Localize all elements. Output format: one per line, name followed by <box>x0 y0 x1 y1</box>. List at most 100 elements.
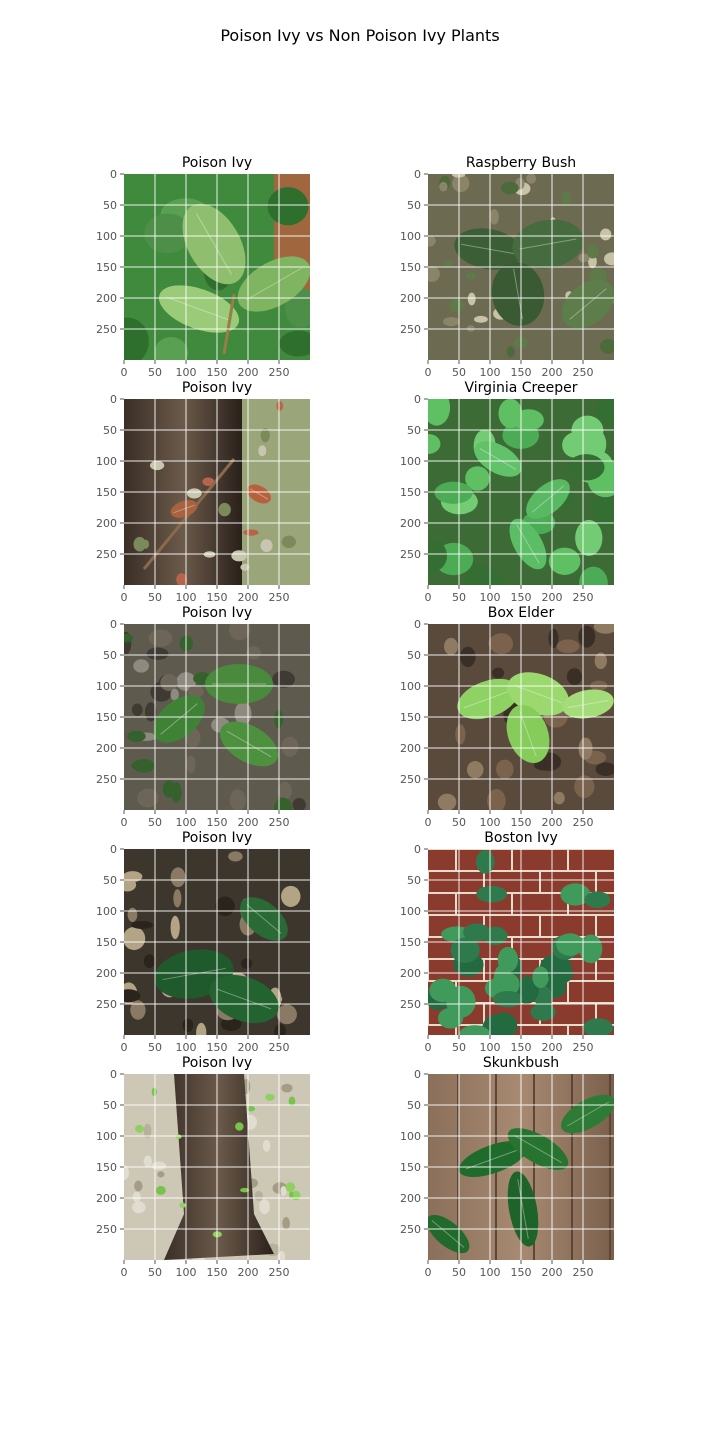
y-tick-label: 150 <box>400 261 421 274</box>
x-tick-label: 50 <box>452 1041 466 1054</box>
y-tick-label: 250 <box>96 548 117 561</box>
x-tick-label: 50 <box>148 816 162 829</box>
y-tick-label: 0 <box>414 1068 421 1081</box>
x-tick-label: 50 <box>148 1041 162 1054</box>
y-tick-label: 100 <box>96 905 117 918</box>
y-tick-label: 0 <box>414 393 421 406</box>
image-panel: Poison Ivy 0 50 100 150 200 250 0 50 100 150 200 250 <box>96 830 310 1054</box>
figure-title: Poison Ivy vs Non Poison Ivy Plants <box>220 26 499 45</box>
y-tick-label: 150 <box>400 711 421 724</box>
x-tick-label: 200 <box>238 1266 259 1279</box>
x-tick-label: 100 <box>176 591 197 604</box>
y-tick-label: 50 <box>407 874 421 887</box>
panel-title: Box Elder <box>488 605 555 621</box>
y-tick-label: 100 <box>96 455 117 468</box>
grid <box>124 624 310 810</box>
image-panel: Virginia Creeper 0 50 100 150 200 250 0 50 100 150… <box>400 380 614 604</box>
panel-grid: Poison Ivy 0 50 100 150 200 250 0 50 100 150 200 250… <box>96 155 614 1279</box>
grid <box>124 849 310 1035</box>
x-tick-label: 200 <box>238 591 259 604</box>
plant-photo <box>124 849 310 1035</box>
y-tick-label: 200 <box>400 292 421 305</box>
x-tick-label: 100 <box>176 366 197 379</box>
y-tick-label: 150 <box>96 711 117 724</box>
y-tick-label: 200 <box>400 1192 421 1205</box>
panel-title: Poison Ivy <box>182 155 252 171</box>
x-tick-label: 150 <box>511 366 532 379</box>
x-tick-label: 250 <box>269 816 290 829</box>
x-tick-label: 0 <box>425 1266 432 1279</box>
y-tick-label: 50 <box>103 424 117 437</box>
y-tick-label: 50 <box>103 874 117 887</box>
y-tick-label: 250 <box>96 323 117 336</box>
y-tick-label: 50 <box>103 199 117 212</box>
y-tick-label: 50 <box>103 1099 117 1112</box>
y-tick-label: 0 <box>110 168 117 181</box>
y-tick-label: 150 <box>96 936 117 949</box>
x-tick-label: 100 <box>176 1041 197 1054</box>
y-tick-label: 0 <box>110 393 117 406</box>
y-tick-label: 200 <box>400 967 421 980</box>
y-tick-label: 0 <box>414 618 421 631</box>
x-tick-label: 250 <box>573 366 594 379</box>
x-tick-label: 100 <box>480 816 501 829</box>
y-tick-label: 100 <box>400 230 421 243</box>
y-tick-label: 50 <box>407 1099 421 1112</box>
x-tick-label: 250 <box>269 1041 290 1054</box>
y-tick-label: 100 <box>96 230 117 243</box>
plant-photo <box>428 849 614 1035</box>
x-tick-label: 250 <box>269 1266 290 1279</box>
y-tick-label: 250 <box>96 1223 117 1236</box>
y-tick-label: 250 <box>96 773 117 786</box>
plant-photo <box>428 399 614 585</box>
y-tick-label: 100 <box>96 1130 117 1143</box>
x-tick-label: 200 <box>542 816 563 829</box>
image-panel: Poison Ivy 0 50 100 150 200 250 0 50 100 150 200 250 <box>96 1055 310 1279</box>
panel-title: Poison Ivy <box>182 605 252 621</box>
y-tick-label: 0 <box>110 843 117 856</box>
y-tick-label: 250 <box>400 323 421 336</box>
x-tick-label: 100 <box>480 1041 501 1054</box>
plant-photo <box>124 1074 310 1260</box>
x-tick-label: 50 <box>452 366 466 379</box>
grid <box>428 1074 614 1260</box>
x-tick-label: 250 <box>573 816 594 829</box>
x-tick-label: 0 <box>425 591 432 604</box>
x-tick-label: 0 <box>121 591 128 604</box>
x-tick-label: 200 <box>238 1041 259 1054</box>
y-tick-label: 50 <box>407 424 421 437</box>
y-tick-label: 150 <box>96 486 117 499</box>
y-tick-label: 0 <box>414 843 421 856</box>
x-tick-label: 0 <box>425 816 432 829</box>
x-tick-label: 100 <box>176 816 197 829</box>
panel-title: Skunkbush <box>483 1055 559 1071</box>
x-tick-label: 50 <box>452 591 466 604</box>
plant-photo <box>124 174 310 360</box>
x-tick-label: 250 <box>269 591 290 604</box>
x-tick-label: 200 <box>542 591 563 604</box>
panel-title: Poison Ivy <box>182 380 252 396</box>
y-tick-label: 150 <box>400 936 421 949</box>
x-tick-label: 150 <box>511 591 532 604</box>
y-tick-label: 200 <box>96 517 117 530</box>
image-panel: Poison Ivy 0 50 100 150 200 250 0 50 100 150 200 250 <box>96 605 310 829</box>
y-tick-label: 50 <box>103 649 117 662</box>
x-tick-label: 0 <box>121 1041 128 1054</box>
x-tick-label: 50 <box>452 816 466 829</box>
grid <box>124 399 310 585</box>
y-tick-label: 50 <box>407 649 421 662</box>
y-tick-label: 100 <box>96 680 117 693</box>
image-panel: Boston Ivy 0 50 100 150 200 250 0 50 100 150 200 250 <box>400 830 614 1054</box>
y-tick-label: 200 <box>96 1192 117 1205</box>
x-tick-label: 50 <box>148 366 162 379</box>
panel-title: Boston Ivy <box>484 830 558 846</box>
y-tick-label: 250 <box>400 998 421 1011</box>
x-tick-label: 250 <box>269 366 290 379</box>
plant-photo <box>428 174 614 360</box>
y-tick-label: 100 <box>400 680 421 693</box>
panel-title: Raspberry Bush <box>466 155 576 171</box>
x-tick-label: 0 <box>121 816 128 829</box>
x-tick-label: 150 <box>207 1041 228 1054</box>
grid <box>428 174 614 360</box>
